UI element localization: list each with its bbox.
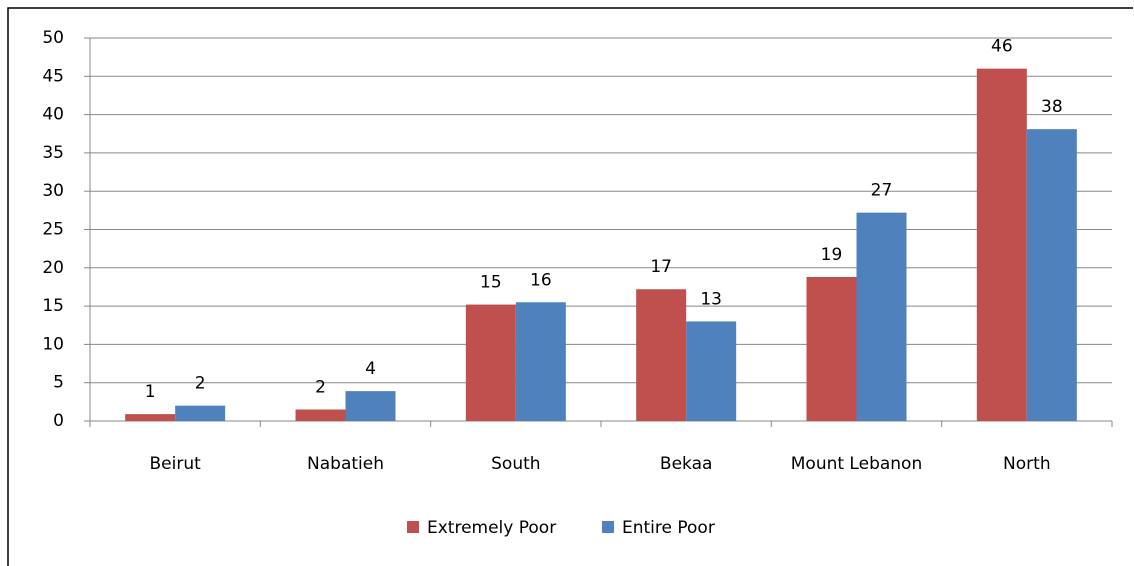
y-tick-label: 5 — [53, 373, 64, 393]
legend-label: Extremely Poor — [427, 518, 556, 538]
bar — [175, 405, 226, 421]
data-label: 27 — [871, 181, 893, 201]
y-tick-label: 15 — [42, 296, 64, 316]
legend-swatch — [407, 521, 419, 533]
legend-label: Entire Poor — [622, 518, 715, 538]
bar — [345, 391, 396, 421]
y-tick-label: 40 — [42, 105, 64, 125]
bar — [636, 289, 687, 421]
y-tick-label: 35 — [42, 143, 64, 163]
data-label: 2 — [195, 374, 206, 394]
data-label: 38 — [1041, 97, 1063, 117]
bar — [125, 414, 176, 421]
data-label: 15 — [480, 273, 502, 293]
bar — [856, 212, 907, 421]
bar — [465, 304, 516, 421]
y-tick-label: 20 — [42, 258, 64, 278]
bar — [295, 409, 346, 421]
y-tick-label: 50 — [42, 28, 64, 48]
legend-swatch — [602, 521, 614, 533]
bar — [806, 276, 857, 421]
bar — [515, 302, 566, 421]
data-label: 19 — [821, 245, 843, 265]
x-tick-label: Bekaa — [660, 454, 713, 474]
x-tick-label: Mount Lebanon — [791, 454, 922, 474]
x-tick-label: North — [1003, 454, 1051, 474]
y-tick-label: 0 — [53, 411, 64, 431]
y-tick-label: 30 — [42, 181, 64, 201]
data-label: 13 — [700, 289, 722, 309]
x-tick-label: Beirut — [150, 454, 202, 474]
y-tick-label: 25 — [42, 220, 64, 240]
data-label: 2 — [315, 378, 326, 398]
x-tick-label: South — [491, 454, 540, 474]
chart-frame — [7, 7, 1133, 566]
data-label: 16 — [530, 270, 552, 290]
data-label: 46 — [991, 37, 1013, 57]
bar — [686, 321, 737, 421]
y-tick-label: 10 — [42, 334, 64, 354]
data-label: 1 — [145, 382, 156, 402]
y-tick-label: 45 — [42, 66, 64, 86]
bar — [1026, 129, 1077, 422]
x-tick-label: Nabatieh — [307, 454, 384, 474]
data-label: 4 — [365, 359, 376, 379]
bar — [976, 68, 1027, 421]
data-label: 17 — [650, 257, 672, 277]
